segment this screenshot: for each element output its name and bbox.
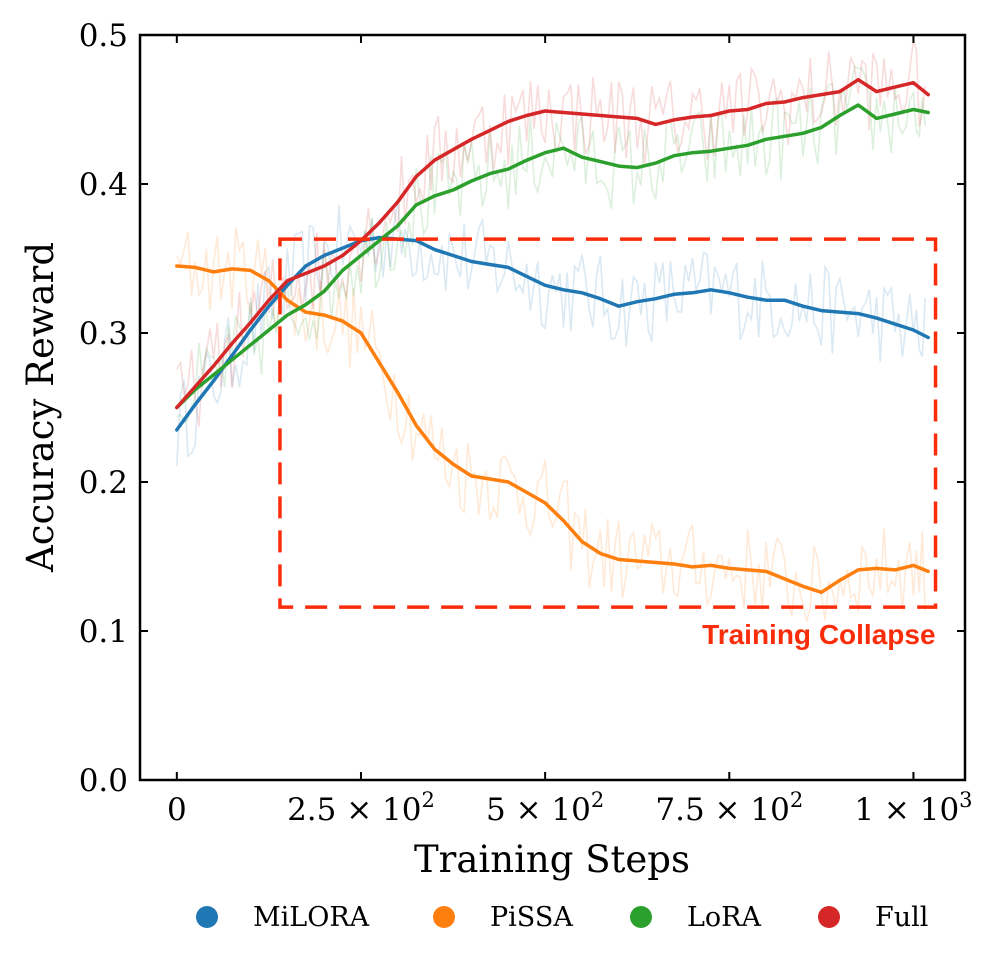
raw-trace-full	[176, 39, 926, 427]
legend-label-lora: LoRA	[687, 902, 762, 933]
x-tick-exponent: 2	[790, 788, 803, 812]
y-tick-label: 0.5	[79, 18, 128, 54]
x-tick-label: 1 × 103	[854, 788, 972, 828]
training-collapse-box	[278, 237, 938, 609]
x-tick-label: 7.5 × 102	[655, 788, 803, 828]
y-axis-label: Accuracy Reward	[19, 242, 62, 573]
plot-frame	[138, 33, 967, 782]
raw-trace-milora	[176, 199, 926, 466]
x-tick-exponent: 2	[422, 788, 435, 812]
series-line-pissa	[175, 264, 930, 595]
x-tick-label: 5 × 102	[486, 788, 604, 828]
y-tick-label: 0.4	[79, 167, 128, 203]
y-tick-label: 0.0	[79, 763, 128, 799]
legend-marker-milora	[196, 906, 218, 928]
legend-label-milora: MiLORA	[253, 902, 370, 933]
legend-marker-full	[818, 906, 840, 928]
raw-trace-pissa	[176, 227, 926, 622]
series-line-lora	[175, 103, 930, 410]
y-tick-label: 0.3	[79, 316, 128, 352]
x-tick-label: 0	[167, 792, 187, 828]
y-tick-label: 0.1	[79, 614, 128, 650]
x-tick-label: 2.5 × 102	[287, 788, 435, 828]
x-tick-exponent: 2	[591, 788, 604, 812]
legend: MiLORA PiSSA LoRA Full	[196, 902, 928, 933]
legend-label-full: Full	[875, 902, 928, 933]
x-tick-exponent: 3	[959, 788, 972, 812]
legend-marker-pissa	[433, 906, 455, 928]
y-tick-label: 0.2	[79, 465, 128, 501]
x-axis-label: Training Steps	[414, 838, 690, 881]
legend-label-pissa: PiSSA	[490, 902, 573, 933]
series-line-milora	[175, 235, 930, 432]
training-collapse-label: Training Collapse	[702, 619, 935, 650]
raw-trace-lora	[176, 65, 926, 424]
legend-marker-lora	[630, 906, 652, 928]
series-line-full	[175, 77, 930, 410]
